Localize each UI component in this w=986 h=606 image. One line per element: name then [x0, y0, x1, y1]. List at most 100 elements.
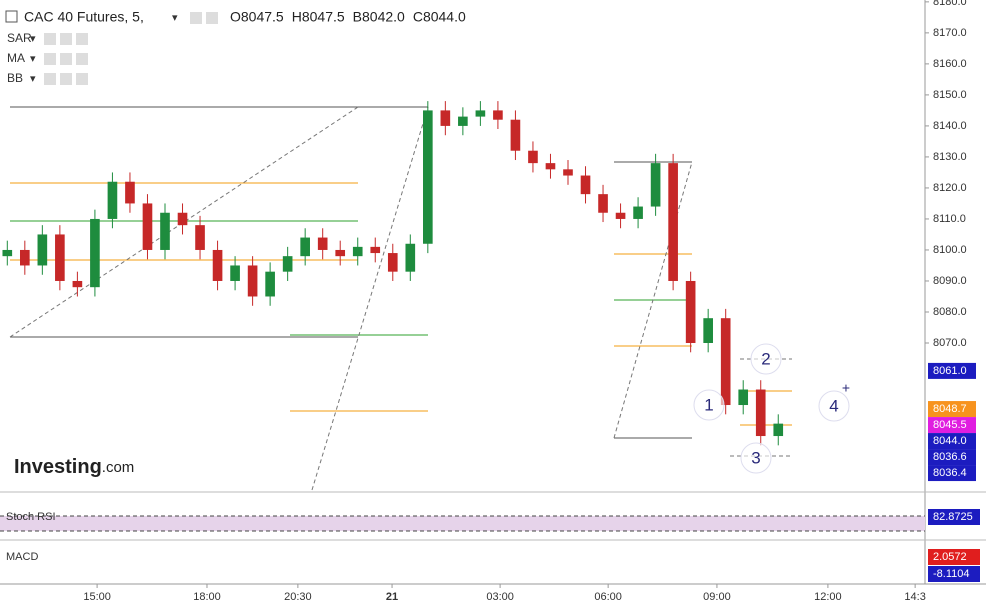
- y-tick-label: 8150.0: [933, 89, 967, 101]
- indicator-label: SAR: [7, 31, 32, 45]
- x-tick-label: 12:00: [814, 591, 842, 603]
- settings-icon[interactable]: [206, 12, 218, 24]
- stoch-band: [0, 516, 925, 531]
- candle-body: [90, 218, 100, 288]
- candle-body: [177, 212, 188, 226]
- indicator-icon[interactable]: [76, 53, 88, 65]
- candle-body: [317, 237, 328, 250]
- x-tick-label: 06:00: [594, 591, 622, 603]
- candle-body: [580, 175, 591, 195]
- dropdown-arrow: ▾: [30, 53, 36, 65]
- brand-suffix: .com: [102, 459, 135, 476]
- indicator-icon[interactable]: [44, 33, 56, 45]
- x-tick-label: 03:00: [486, 591, 514, 603]
- candle-body: [195, 225, 205, 250]
- candle-body: [282, 256, 293, 272]
- candle-body: [72, 280, 83, 288]
- y-tick-label: 8090.0: [933, 275, 967, 287]
- price-tag: [928, 465, 976, 482]
- brand-name: Investing: [14, 456, 102, 478]
- candle-body: [458, 116, 468, 126]
- indicator-icon[interactable]: [44, 53, 56, 65]
- indicator-icon[interactable]: [76, 73, 88, 85]
- indicator-list: SAR▾MA ▾BB ▾: [7, 31, 88, 85]
- candle-body: [720, 318, 731, 406]
- price-tag: [928, 401, 976, 418]
- candle-body: [668, 163, 678, 281]
- candle-body: [510, 119, 521, 151]
- candle-body: [2, 249, 13, 257]
- candle-body: [615, 212, 626, 219]
- price-tag: [928, 433, 976, 450]
- dropdown-arrow: ▾: [30, 73, 36, 85]
- candle-body: [423, 110, 433, 244]
- candle-body: [738, 389, 749, 406]
- price-tag-label: 8061.0: [933, 365, 967, 377]
- indicator-icon[interactable]: [44, 73, 56, 85]
- candle-body: [107, 181, 118, 219]
- price-tag: [928, 417, 976, 434]
- price-tag-label: 8044.0: [933, 435, 967, 447]
- indicator-icon[interactable]: [76, 33, 88, 45]
- price-tag: [928, 449, 976, 466]
- indicator-icon[interactable]: [60, 73, 72, 85]
- candle-body: [247, 265, 258, 297]
- candle-body: [212, 249, 223, 281]
- candle-body: [160, 212, 170, 250]
- y-tick-label: 8160.0: [933, 58, 967, 70]
- candle-body: [440, 110, 451, 126]
- annotation-label: 1: [704, 395, 713, 414]
- candle-body: [300, 237, 310, 257]
- candle-body: [650, 163, 661, 207]
- collapse-icon[interactable]: [5, 10, 18, 23]
- indicator-icon[interactable]: [60, 33, 72, 45]
- y-tick-label: 8140.0: [933, 120, 967, 132]
- y-tick-label: 8070.0: [933, 337, 967, 349]
- y-tick-label: 8120.0: [933, 182, 967, 194]
- indicator-icon[interactable]: [60, 53, 72, 65]
- ohlc-value: O8047.5: [230, 9, 284, 25]
- candle-body: [598, 194, 608, 213]
- dropdown-arrow[interactable]: ▾: [172, 12, 178, 24]
- x-tick-label: 21: [386, 591, 398, 603]
- dropdown-arrow: ▾: [30, 33, 36, 45]
- x-tick-label: 15:00: [83, 591, 111, 603]
- y-tick-label: 8170.0: [933, 27, 967, 39]
- panel-tag-label: 2.0572: [933, 551, 967, 563]
- panel-label: MACD: [6, 551, 38, 563]
- ohlc-value: B8042.0: [353, 9, 405, 25]
- candle-body: [703, 318, 713, 343]
- indicator-label: BB: [7, 71, 23, 85]
- price-tag-label: 8036.6: [933, 451, 967, 463]
- candle-body: [55, 234, 65, 281]
- price-tag-label: 8036.4: [933, 467, 967, 479]
- panel-tag: [928, 509, 980, 525]
- panel-tag-label: 82.8725: [933, 511, 973, 523]
- candle-body: [142, 203, 153, 250]
- y-tick-label: 8180.0: [933, 0, 967, 8]
- candle-body: [545, 163, 556, 170]
- x-tick-label: 14:3: [904, 591, 925, 603]
- price-tag: [928, 362, 976, 379]
- ohlc-value: H8047.5: [292, 9, 345, 25]
- trend-line: [613, 161, 693, 439]
- y-tick-label: 8130.0: [933, 151, 967, 163]
- ohlc-value: C8044.0: [413, 9, 466, 25]
- candle-body: [528, 150, 538, 164]
- x-tick-label: 09:00: [703, 591, 731, 603]
- candle-body: [37, 234, 48, 266]
- price-tag-label: 8045.5: [933, 419, 967, 431]
- brand-logo: Investing.com: [14, 456, 134, 478]
- annotation-label: 4: [829, 396, 838, 415]
- y-tick-label: 8100.0: [933, 244, 967, 256]
- annotation-circle: [693, 389, 725, 421]
- panel-tag: [928, 566, 980, 582]
- candle-body: [493, 110, 503, 120]
- candle-body: [352, 246, 363, 257]
- candle-body: [125, 181, 135, 204]
- candle-body: [563, 169, 573, 176]
- settings-icon[interactable]: [190, 12, 202, 24]
- trend-line: [311, 106, 429, 491]
